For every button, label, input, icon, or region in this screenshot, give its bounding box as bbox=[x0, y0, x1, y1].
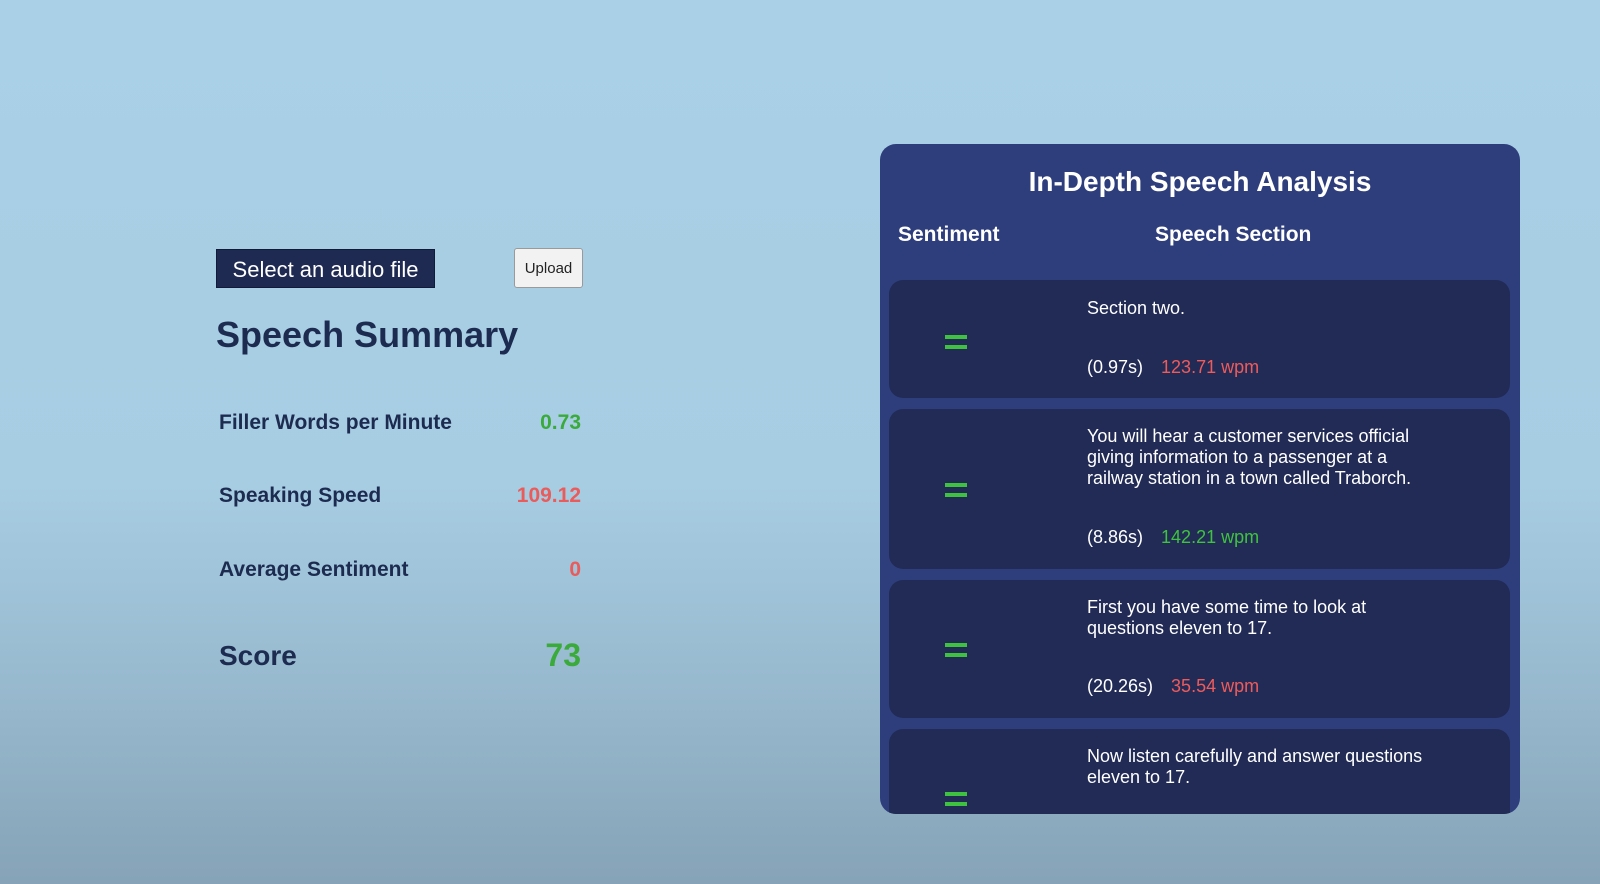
speech-summary-title: Speech Summary bbox=[216, 314, 519, 355]
speaking-speed-value: 109.12 bbox=[516, 484, 581, 507]
section-text: Section two. bbox=[1087, 298, 1186, 318]
upload-button[interactable]: Upload bbox=[514, 248, 583, 288]
speaking-speed-label: Speaking Speed bbox=[219, 484, 382, 507]
neutral-equals-icon bbox=[945, 643, 967, 658]
filler-words-value: 0.73 bbox=[540, 411, 581, 434]
sentiment-column-header: Sentiment bbox=[898, 223, 1000, 246]
section-duration: (8.86s) bbox=[1087, 527, 1144, 547]
section-wpm: 123.71 wpm bbox=[1161, 357, 1260, 377]
speech-section-card: Now listen carefully and answer question… bbox=[889, 729, 1510, 814]
speech-section-column-header: Speech Section bbox=[1155, 223, 1312, 246]
average-sentiment-label: Average Sentiment bbox=[219, 558, 409, 581]
speech-section-card: You will hear a customer services offici… bbox=[889, 409, 1510, 569]
neutral-equals-icon bbox=[945, 335, 967, 350]
filler-words-metric: Filler Words per Minute 0.73 bbox=[219, 411, 581, 435]
speech-sections-list[interactable]: Section two. (0.97s) 123.71 wpm You will … bbox=[889, 280, 1510, 814]
section-meta: (0.97s) 123.71 wpm bbox=[1087, 357, 1259, 378]
section-meta: (20.26s) 35.54 wpm bbox=[1087, 676, 1259, 697]
section-wpm: 142.21 wpm bbox=[1161, 527, 1260, 547]
section-text: Now listen carefully and answer question… bbox=[1087, 746, 1423, 787]
analysis-title: In-Depth Speech Analysis bbox=[1028, 166, 1372, 197]
speech-analysis-panel[interactable]: In-Depth Speech Analysis Sentiment Speec… bbox=[880, 144, 1520, 814]
section-meta: (8.86s) 142.21 wpm bbox=[1087, 527, 1259, 548]
speech-section-card: First you have some time to look at ques… bbox=[889, 580, 1510, 718]
speech-section-card: Section two. (0.97s) 123.71 wpm bbox=[889, 280, 1510, 398]
section-duration: (0.97s) bbox=[1087, 357, 1144, 377]
average-sentiment-value: 0 bbox=[569, 558, 581, 581]
select-audio-file-button[interactable]: Select an audio file bbox=[216, 249, 435, 288]
speaking-speed-metric: Speaking Speed 109.12 bbox=[219, 484, 581, 508]
neutral-equals-icon bbox=[945, 792, 967, 807]
neutral-equals-icon bbox=[945, 483, 967, 498]
score-label: Score bbox=[219, 639, 297, 671]
average-sentiment-metric: Average Sentiment 0 bbox=[219, 558, 581, 582]
section-duration: (20.26s) bbox=[1087, 676, 1154, 696]
filler-words-label: Filler Words per Minute bbox=[219, 411, 452, 434]
section-text: First you have some time to look at ques… bbox=[1087, 597, 1367, 638]
section-text: You will hear a customer services offici… bbox=[1087, 426, 1412, 488]
score-value: 73 bbox=[545, 637, 581, 673]
section-wpm: 35.54 wpm bbox=[1171, 676, 1260, 696]
score-metric: Score 73 bbox=[219, 637, 581, 674]
